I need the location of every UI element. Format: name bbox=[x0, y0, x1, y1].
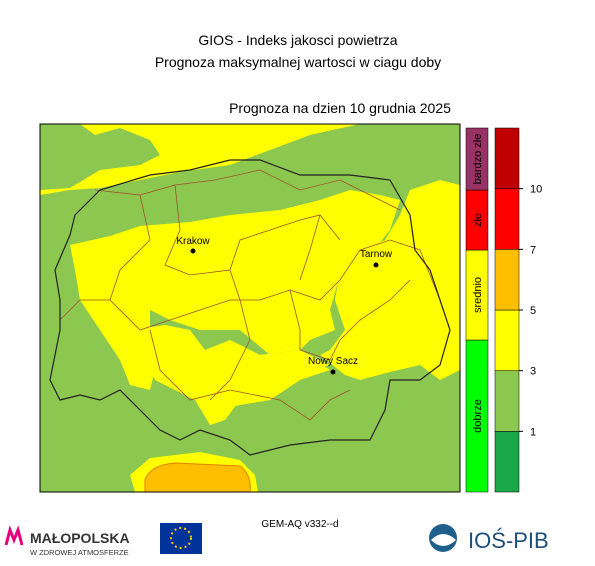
category-label: srednio bbox=[472, 277, 484, 313]
yellow-area bbox=[130, 325, 330, 425]
scale-band bbox=[494, 431, 520, 493]
title: GIOS - Indeks jakosci powietrza bbox=[198, 32, 397, 48]
scale-tick-label: 5 bbox=[530, 305, 536, 317]
scale-band bbox=[494, 188, 520, 250]
subtitle: Prognoza maksymalnej wartosci w ciagu do… bbox=[155, 54, 441, 70]
logo-text: MAŁOPOLSKA bbox=[30, 530, 130, 546]
logo-mark bbox=[4, 525, 24, 546]
city-dot bbox=[373, 262, 379, 268]
logo-subtext: W ZDROWEJ ATMOSFERZE bbox=[30, 548, 129, 557]
city-dot bbox=[330, 369, 336, 375]
city-label: Tarnow bbox=[360, 249, 393, 260]
green-area bbox=[40, 124, 160, 190]
map-frame bbox=[39, 123, 461, 493]
model-label: GEM-AQ v332--d bbox=[261, 519, 338, 530]
scale-band bbox=[494, 370, 520, 432]
logo-text: IOŚ-PIB bbox=[468, 528, 549, 553]
scale-tick-label: 3 bbox=[530, 366, 536, 378]
eu-stars bbox=[170, 527, 192, 549]
county-borders bbox=[59, 169, 441, 421]
city-dot bbox=[190, 248, 196, 254]
scale-tick-label: 10 bbox=[530, 184, 542, 196]
category-band bbox=[465, 127, 489, 191]
legend: dobrze srednio złe bardzo złe 1 3 5 7 10 bbox=[465, 127, 542, 493]
city-label: Nowy Sacz bbox=[308, 356, 358, 367]
region-outline bbox=[49, 159, 451, 456]
ios-logo: IOŚ-PIB bbox=[429, 524, 549, 553]
scale-band bbox=[494, 309, 520, 371]
scale-band bbox=[494, 127, 520, 189]
malopolska-logo: MAŁOPOLSKA W ZDROWEJ ATMOSFERZE bbox=[4, 523, 202, 557]
scale-band bbox=[494, 249, 520, 311]
scale-tick-label: 1 bbox=[530, 426, 536, 438]
category-label: bardzo złe bbox=[472, 134, 484, 185]
city-label: Krakow bbox=[176, 236, 210, 247]
map: Krakow Tarnow Nowy Sacz bbox=[39, 123, 461, 493]
category-label: złe bbox=[472, 213, 484, 227]
scale-tick-label: 7 bbox=[530, 244, 536, 256]
orange-area bbox=[144, 462, 251, 492]
forecast-date: Prognoza na dzien 10 grudnia 2025 bbox=[229, 100, 451, 116]
logo-wave bbox=[431, 534, 456, 546]
category-label: dobrze bbox=[472, 399, 484, 433]
